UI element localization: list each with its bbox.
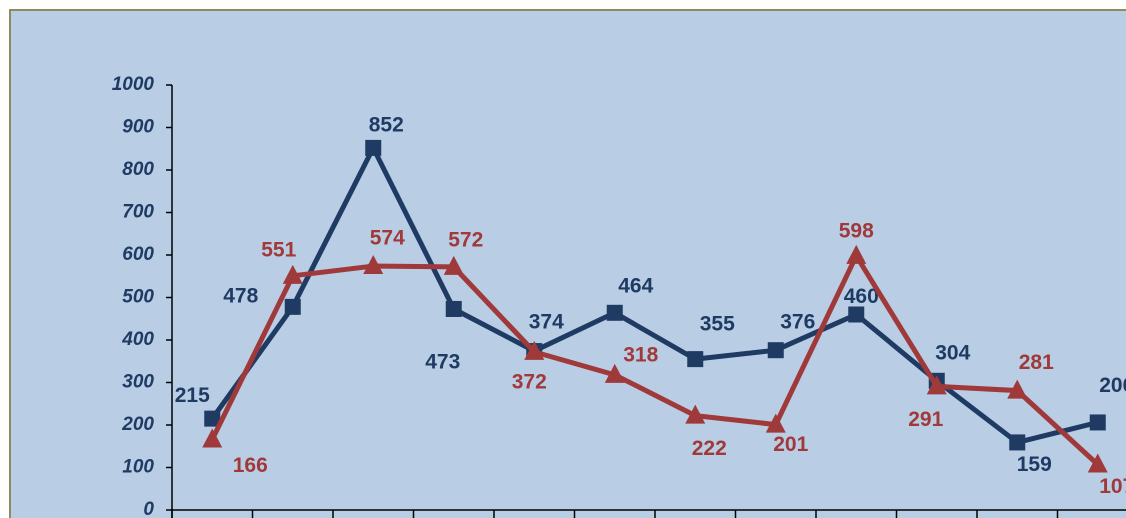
marker [1009, 434, 1026, 451]
data-label: 201 [773, 433, 808, 456]
y-tick-label: 0 [143, 499, 154, 518]
data-label: 215 [175, 384, 210, 407]
data-label: 304 [935, 341, 970, 364]
marker [204, 410, 221, 427]
marker [1007, 379, 1028, 399]
data-label: 598 [839, 219, 874, 242]
y-tick-label: 1000 [112, 74, 155, 95]
data-label: 206 [1099, 374, 1126, 397]
marker [926, 375, 947, 395]
y-tick-label: 200 [121, 414, 154, 435]
data-label: 166 [233, 454, 268, 477]
data-label: 460 [844, 285, 879, 308]
marker [765, 413, 786, 433]
data-label: 478 [223, 284, 258, 307]
y-tick-label: 900 [122, 117, 154, 138]
data-label: 318 [623, 343, 658, 366]
marker [365, 139, 382, 156]
y-tick-label: 500 [122, 287, 154, 308]
data-label: 291 [908, 408, 943, 431]
data-label: 464 [618, 274, 653, 297]
marker [524, 340, 545, 360]
y-tick-label: 100 [122, 457, 154, 478]
marker [604, 363, 625, 383]
y-tick-label: 600 [122, 244, 154, 265]
y-tick-label: 400 [121, 329, 154, 350]
marker [284, 298, 301, 315]
marker [1089, 414, 1106, 431]
chart-area [9, 9, 1126, 518]
data-label: 551 [261, 238, 296, 261]
series-line [210, 145, 1099, 445]
marker [846, 244, 867, 264]
marker [848, 306, 865, 323]
data-label: 376 [780, 311, 815, 334]
data-label: 355 [700, 313, 735, 336]
data-label: 222 [692, 437, 727, 460]
marker [687, 351, 704, 368]
y-tick-label: 300 [122, 372, 154, 393]
marker [1087, 453, 1108, 473]
data-label: 374 [529, 311, 564, 334]
marker [202, 428, 223, 448]
data-label: 852 [369, 113, 404, 136]
marker [767, 342, 784, 359]
marker [445, 300, 462, 317]
data-label: 574 [370, 227, 405, 250]
y-tick-label: 800 [122, 159, 154, 180]
data-label: 372 [512, 370, 547, 393]
marker [282, 264, 303, 284]
marker [606, 304, 623, 321]
marker [443, 255, 464, 275]
data-label: 473 [425, 351, 460, 374]
series-line [210, 253, 1100, 467]
y-tick-label: 700 [122, 202, 154, 223]
marker [363, 255, 384, 275]
data-label: 159 [1017, 453, 1052, 476]
data-label: 281 [1019, 351, 1054, 374]
marker [685, 404, 706, 424]
data-label: 107 [1099, 475, 1126, 498]
data-label: 572 [448, 228, 483, 251]
